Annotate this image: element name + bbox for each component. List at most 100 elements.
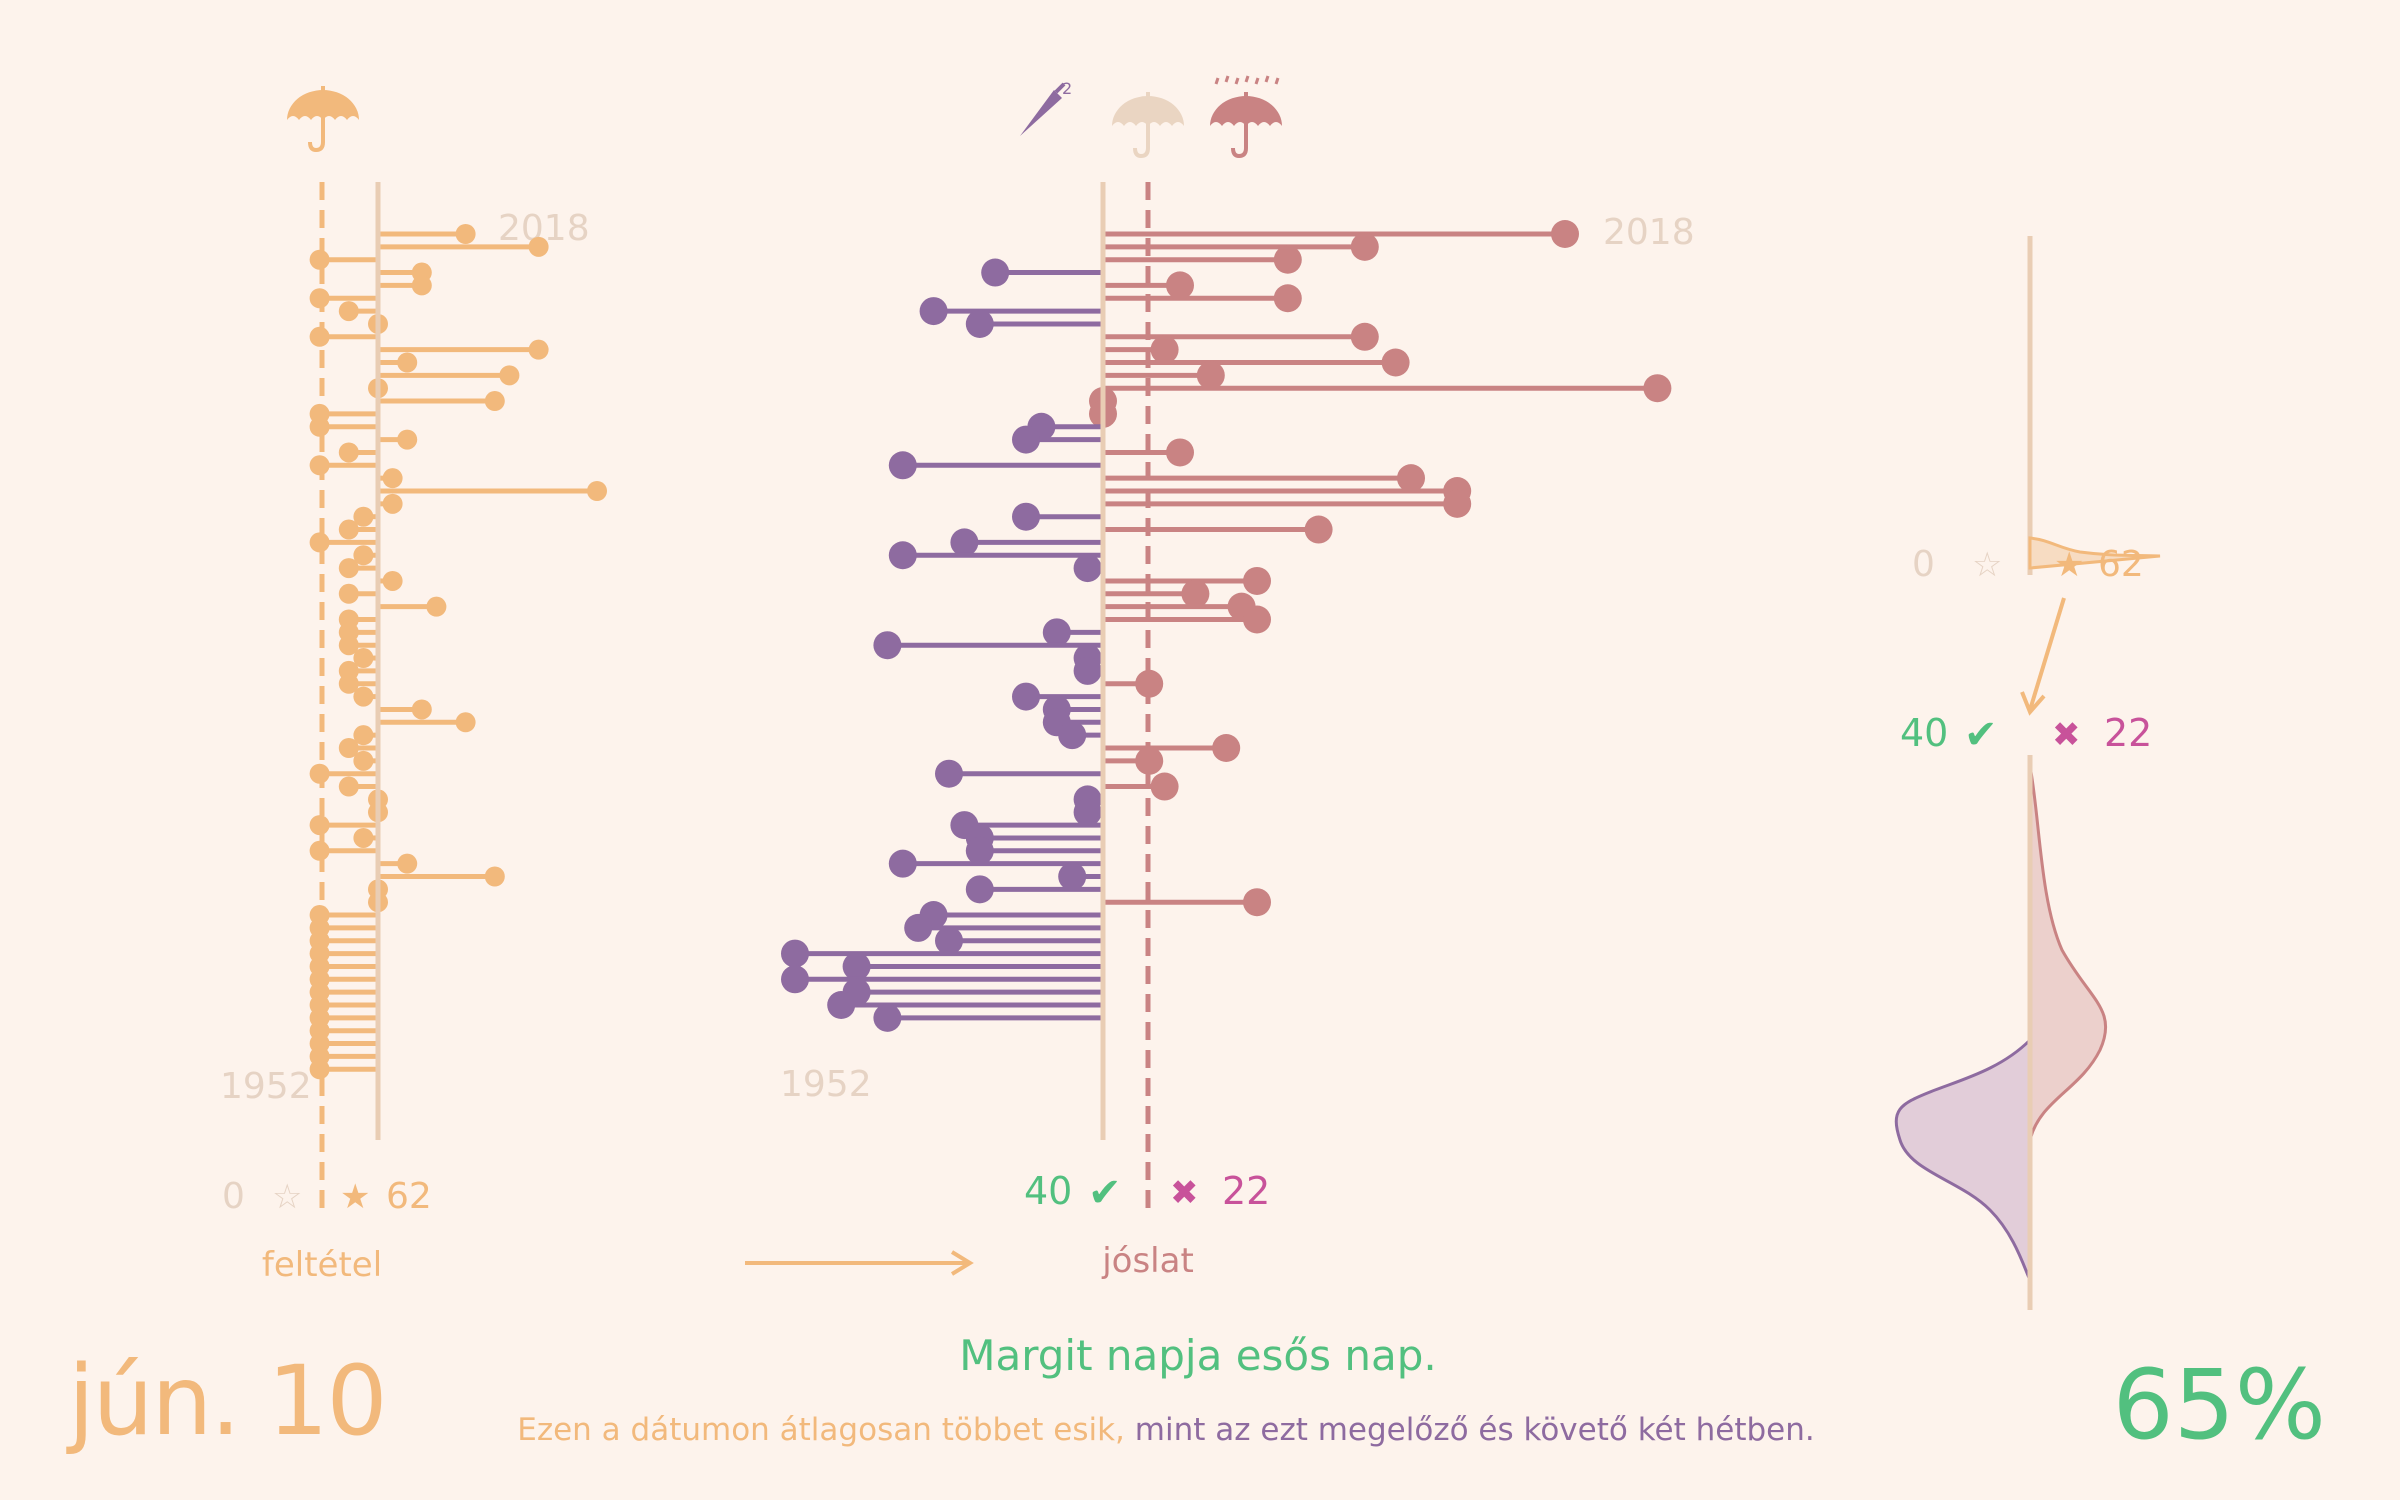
cross-icon: ✖	[1170, 1173, 1199, 1213]
condition-point-2014	[411, 275, 432, 296]
prediction-point-2001	[1166, 438, 1194, 467]
prediction-wrong-count: 22	[1222, 1169, 1270, 1213]
condition-point-1977	[353, 750, 374, 771]
prediction-point-1996	[1012, 502, 1040, 531]
prediction-point-1993	[888, 541, 917, 570]
check-icon: ✔	[1088, 1170, 1122, 1216]
condition-point-1999	[382, 468, 403, 489]
star-full-icon: ★	[340, 1177, 370, 1217]
prediction-point-1999	[1397, 464, 1425, 493]
condition-scale-min: 0	[222, 1176, 245, 1217]
prediction-point-1969	[888, 849, 917, 878]
condition-year-bottom: 1952	[220, 1066, 312, 1107]
distribution-scale-min: 0	[1912, 544, 1935, 585]
prediction-panel: 2018 1952 40 ✔ ✖ 22 jóslat	[780, 182, 1695, 1281]
prediction-year-top: 2018	[1603, 212, 1695, 253]
condition-point-1998	[587, 481, 607, 501]
condition-point-1995	[338, 519, 359, 540]
condition-point-2003	[309, 416, 330, 437]
right-arrow-icon	[745, 1250, 974, 1276]
condition-point-1953	[309, 1059, 330, 1080]
distribution-scale-max: 62	[2098, 544, 2144, 585]
condition-point-1992	[338, 558, 359, 579]
star-empty-icon: ☆	[1972, 545, 2002, 585]
condition-point-1969	[397, 853, 418, 874]
date-label: jún. 10	[66, 1345, 386, 1457]
prediction-point-1977	[1135, 746, 1164, 775]
condition-point-1972	[309, 815, 330, 836]
prediction-label: jóslat	[1101, 1241, 1194, 1281]
subline-part-2: mint az ezt megelőző és követő két hétbe…	[1135, 1412, 1815, 1448]
prediction-correct-count: 40	[1024, 1169, 1072, 1213]
prediction-point-1988	[1243, 605, 1271, 634]
condition-point-1993	[353, 545, 374, 566]
distribution-correct-count: 40	[1900, 711, 1948, 755]
condition-point-1980	[455, 712, 476, 733]
condition-point-2009	[528, 339, 549, 360]
prediction-point-1992	[1073, 554, 1102, 583]
check-icon: ✔	[1964, 712, 1998, 758]
condition-panel: 2018 1952 0 ☆ ★ 62 feltétel	[220, 182, 607, 1285]
star-full-icon: ★	[2054, 545, 2084, 585]
prediction-point-1978	[1212, 734, 1241, 762]
condition-label: feltétel	[262, 1245, 382, 1285]
prediction-point-1976	[935, 759, 963, 788]
prediction-point-1963	[935, 926, 963, 955]
percentage: 65%	[2113, 1349, 2326, 1461]
headline: Margit napja esős nap.	[959, 1331, 1436, 1380]
closed-umbrella-icon: 2	[1020, 79, 1072, 136]
down-arrow-icon	[2020, 597, 2066, 716]
prediction-point-1975	[1150, 772, 1179, 801]
condition-point-1990	[338, 583, 359, 604]
prediction-point-1967	[965, 875, 994, 904]
prediction-point-2018	[1551, 220, 1579, 248]
condition-point-1996	[353, 506, 374, 527]
prediction-point-2007	[1196, 361, 1225, 390]
condition-point-2005	[484, 391, 505, 412]
prediction-point-1962	[781, 939, 809, 968]
condition-point-1975	[338, 776, 359, 797]
prediction-point-1958	[827, 991, 856, 1019]
prediction-point-2010	[1350, 322, 1379, 351]
condition-point-1997	[382, 493, 403, 514]
condition-point-2001	[338, 442, 359, 463]
prediction-point-2017	[1350, 232, 1379, 261]
prediction-point-1994	[950, 528, 979, 557]
prediction-point-1987	[1042, 618, 1071, 647]
prediction-point-2000	[888, 451, 917, 480]
condition-point-1989	[426, 596, 447, 617]
prediction-point-1990	[1181, 579, 1210, 608]
dry-distribution-curve	[1894, 1036, 2032, 1281]
condition-point-1968	[484, 866, 505, 887]
condition-point-2002	[397, 429, 418, 450]
condition-point-2017	[528, 236, 549, 257]
prediction-point-1984	[1073, 656, 1102, 685]
prediction-year-bottom: 1952	[780, 1064, 872, 1105]
condition-point-1986	[338, 635, 359, 656]
subline: Ezen a dátumon átlagosan többet esik, mi…	[517, 1412, 1815, 1448]
condition-point-1970	[309, 840, 330, 861]
prediction-point-1982	[1012, 682, 1040, 711]
prediction-point-1970	[965, 836, 994, 865]
condition-scale-max: 62	[386, 1176, 432, 1217]
prediction-point-2013	[1273, 284, 1302, 313]
prediction-point-1960	[781, 965, 809, 994]
distribution-wrong-count: 22	[2104, 711, 2152, 755]
condition-point-1981	[411, 699, 432, 720]
cross-icon: ✖	[2052, 715, 2081, 755]
rain-distribution-curve	[2028, 765, 2108, 1141]
subline-part-1: Ezen a dátumon átlagosan többet esik,	[517, 1412, 1125, 1448]
prediction-point-1991	[1243, 566, 1271, 595]
prediction-point-2015	[981, 258, 1010, 287]
prediction-point-2009	[1150, 335, 1179, 364]
prediction-point-1995	[1304, 515, 1333, 544]
condition-point-2008	[397, 352, 418, 373]
prediction-point-2008	[1381, 348, 1410, 377]
condition-point-1991	[382, 570, 403, 591]
prediction-point-1964	[904, 913, 933, 942]
umbrella-rain-icon	[1210, 75, 1282, 159]
prediction-point-1983	[1135, 669, 1164, 698]
svg-text:2: 2	[1062, 79, 1072, 98]
prediction-point-1979	[1058, 721, 1087, 750]
umbrella-icon	[1112, 92, 1184, 159]
